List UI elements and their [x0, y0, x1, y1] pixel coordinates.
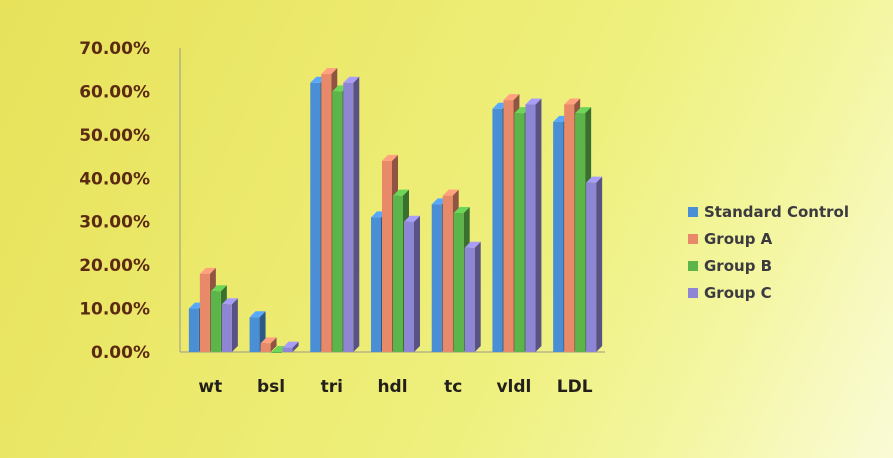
- bar-side: [474, 241, 481, 352]
- legend-label-group-a: Group A: [704, 229, 773, 248]
- bar-front: [575, 113, 586, 353]
- bar-front: [210, 291, 221, 352]
- bar-top: [382, 154, 398, 161]
- legend-item: Group C: [688, 279, 849, 306]
- bar-front: [464, 247, 475, 352]
- bar-top: [210, 285, 227, 292]
- bar: [464, 241, 481, 352]
- bar-top: [260, 337, 277, 344]
- legend-item: Group A: [688, 225, 849, 252]
- bar-top: [343, 76, 360, 83]
- bar-front: [525, 104, 536, 352]
- bar: [586, 176, 603, 352]
- legend-swatch-group-b: [688, 260, 698, 271]
- bar: [260, 337, 277, 352]
- y-tick-label: 20.00%: [79, 256, 150, 276]
- legend-swatch-group-c: [688, 287, 698, 298]
- bar-front: [271, 352, 282, 353]
- x-tick-label: bsl: [257, 377, 285, 397]
- bar-front: [431, 204, 442, 352]
- bar-top: [321, 68, 338, 75]
- bar-top: [564, 98, 581, 105]
- bar-front: [282, 347, 293, 352]
- legend-item: Group B: [688, 252, 849, 279]
- bar-front: [221, 304, 232, 352]
- bar-top: [453, 207, 470, 214]
- bar-side: [270, 337, 277, 352]
- bar: [221, 298, 238, 352]
- bar-front: [321, 74, 332, 353]
- bar-front: [564, 104, 575, 352]
- bar-top: [404, 215, 420, 222]
- x-tick-label: tri: [321, 377, 343, 397]
- bar-front: [492, 108, 503, 352]
- bar-top: [221, 298, 238, 305]
- bar-top: [393, 189, 409, 196]
- bar-front: [404, 221, 414, 352]
- bar-top: [586, 176, 603, 183]
- x-tick-label: tc: [444, 377, 462, 397]
- bar-top: [282, 341, 299, 348]
- legend-swatch-group-a: [688, 233, 698, 244]
- bar: [282, 341, 299, 352]
- bar-side: [231, 298, 238, 352]
- bar-front: [586, 182, 597, 352]
- y-tick-label: 50.00%: [79, 126, 150, 146]
- bar-front: [382, 160, 392, 352]
- x-tick-label: wt: [198, 377, 222, 397]
- legend-item: Standard Control: [688, 198, 849, 225]
- chart-bars: [188, 68, 603, 353]
- bar-top: [503, 94, 520, 101]
- bar-side: [353, 76, 360, 352]
- y-tick-label: 30.00%: [79, 213, 150, 233]
- bar-front: [249, 317, 260, 352]
- bar-side: [414, 215, 420, 352]
- bar-front: [553, 121, 564, 352]
- bar-side: [292, 341, 299, 352]
- bar-front: [310, 82, 321, 352]
- y-tick-label: 70.00%: [79, 39, 150, 59]
- bar-top: [575, 107, 592, 114]
- bar: [404, 215, 420, 352]
- y-tick-label: 40.00%: [79, 169, 150, 189]
- legend-label-group-c: Group C: [704, 283, 772, 302]
- bar-front: [371, 217, 381, 352]
- x-axis-ticks: wt bsl tri hdl tc vldl LDL: [198, 377, 592, 397]
- x-tick-label: vldl: [496, 377, 531, 397]
- bar-front: [453, 213, 464, 352]
- legend-label-group-b: Group B: [704, 256, 773, 275]
- x-tick-label: hdl: [377, 377, 407, 397]
- bar-side: [596, 176, 603, 352]
- bar-front: [514, 113, 525, 353]
- bar-top: [464, 241, 481, 248]
- bar: [343, 76, 360, 352]
- legend-swatch-standard-control: [688, 206, 698, 217]
- bar-top: [442, 189, 459, 196]
- bar: [525, 98, 542, 352]
- y-tick-label: 10.00%: [79, 300, 150, 320]
- bar-front: [503, 100, 514, 352]
- bar-side: [535, 98, 542, 352]
- legend-label-standard-control: Standard Control: [704, 202, 849, 221]
- chart-legend: Standard Control Group A Group B Group C: [688, 198, 849, 306]
- bar-front: [393, 195, 403, 352]
- y-axis-ticks: 0.00% 10.00% 20.00% 30.00% 40.00% 50.00% 60.00…: [79, 39, 150, 363]
- y-tick-label: 60.00%: [79, 82, 150, 102]
- x-tick-label: LDL: [557, 377, 593, 397]
- bar-top: [199, 267, 216, 274]
- bar-top: [249, 311, 266, 318]
- bar-front: [199, 273, 210, 352]
- bar-front: [332, 91, 343, 352]
- bar-front: [442, 195, 453, 352]
- bar-front: [260, 343, 271, 352]
- y-tick-label: 0.00%: [91, 343, 150, 363]
- bar-front: [188, 308, 199, 352]
- bar-top: [525, 98, 542, 105]
- bar-front: [343, 82, 354, 352]
